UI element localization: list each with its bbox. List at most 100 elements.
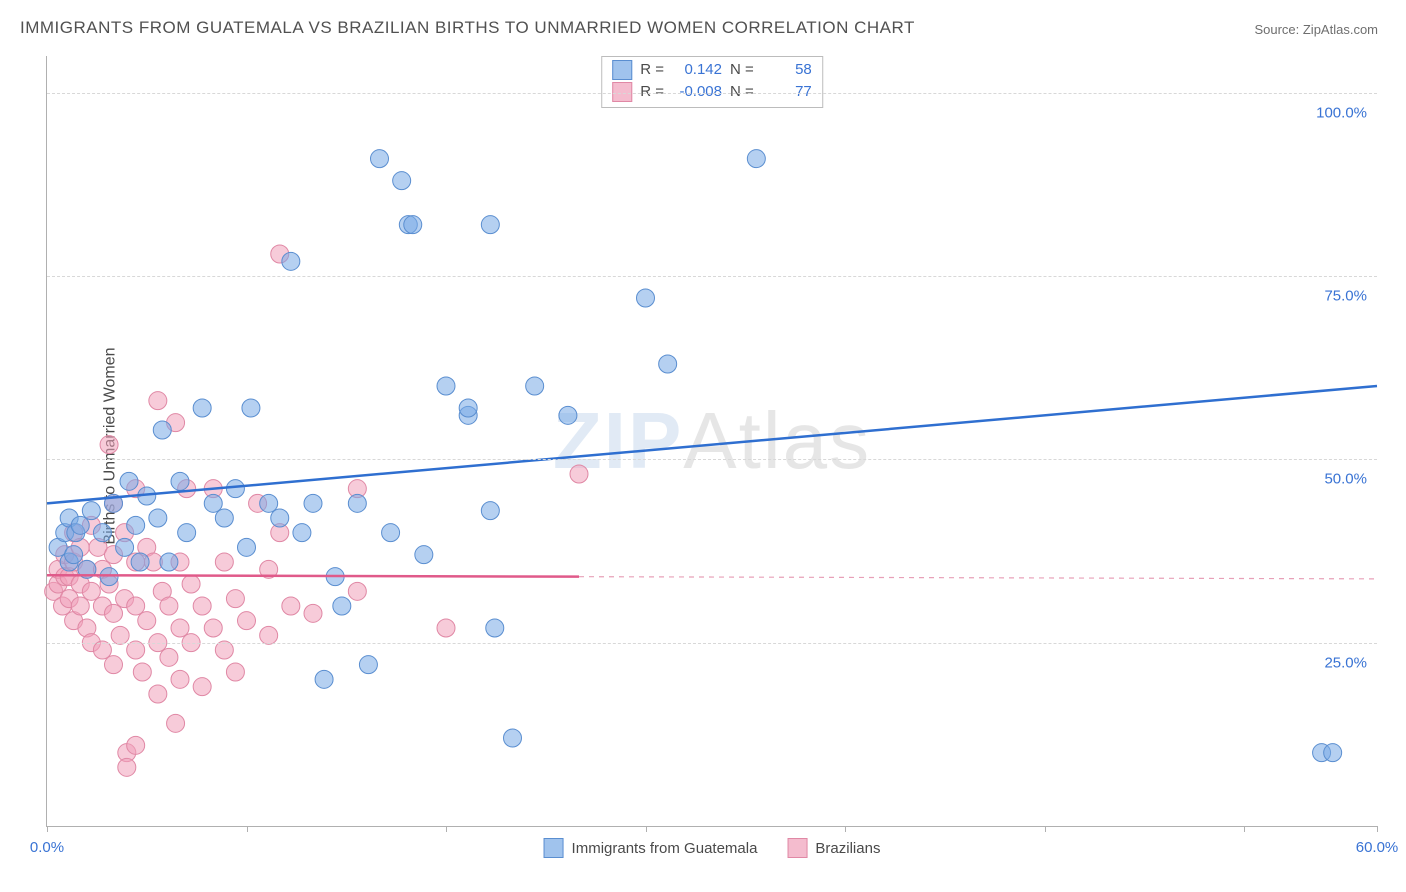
swatch-blue-icon — [612, 60, 632, 80]
x-tick-label: 60.0% — [1356, 839, 1399, 856]
x-tick-mark — [1244, 826, 1245, 832]
swatch-pink-icon — [787, 838, 807, 858]
point-blue — [637, 289, 655, 307]
point-blue — [131, 553, 149, 571]
point-blue — [293, 524, 311, 542]
point-pink — [570, 465, 588, 483]
point-blue — [404, 216, 422, 234]
point-pink — [138, 612, 156, 630]
point-blue — [238, 538, 256, 556]
gridline — [47, 93, 1377, 94]
point-pink — [238, 612, 256, 630]
source-label: Source: ZipAtlas.com — [1254, 22, 1378, 37]
trendline-pink-dashed — [579, 577, 1377, 579]
point-pink — [127, 736, 145, 754]
plot-area: ZIPAtlas R = 0.142 N = 58 R = -0.008 N =… — [46, 56, 1377, 827]
point-blue — [526, 377, 544, 395]
point-pink — [226, 663, 244, 681]
point-pink — [133, 663, 151, 681]
point-blue — [65, 546, 83, 564]
point-blue — [382, 524, 400, 542]
point-blue — [215, 509, 233, 527]
point-blue — [193, 399, 211, 417]
point-pink — [149, 685, 167, 703]
point-blue — [120, 472, 138, 490]
point-blue — [71, 516, 89, 534]
point-pink — [182, 575, 200, 593]
point-pink — [160, 597, 178, 615]
point-pink — [105, 604, 123, 622]
point-blue — [116, 538, 134, 556]
trendline-pink-solid — [47, 575, 579, 576]
point-pink — [127, 641, 145, 659]
y-tick-label: 75.0% — [1324, 288, 1367, 305]
point-blue — [171, 472, 189, 490]
n-value-blue: 58 — [762, 59, 812, 81]
point-blue — [282, 252, 300, 270]
gridline — [47, 459, 1377, 460]
legend-item-pink: Brazilians — [787, 838, 880, 858]
x-tick-mark — [1045, 826, 1046, 832]
x-tick-label: 0.0% — [30, 839, 64, 856]
point-blue — [93, 524, 111, 542]
chart-svg — [47, 56, 1377, 826]
point-blue — [333, 597, 351, 615]
gridline — [47, 643, 1377, 644]
point-blue — [160, 553, 178, 571]
x-tick-mark — [845, 826, 846, 832]
point-blue — [747, 150, 765, 168]
point-pink — [160, 648, 178, 666]
point-blue — [304, 494, 322, 512]
point-blue — [659, 355, 677, 373]
point-blue — [82, 502, 100, 520]
point-pink — [118, 758, 136, 776]
point-blue — [393, 172, 411, 190]
point-pink — [437, 619, 455, 637]
point-blue — [178, 524, 196, 542]
point-pink — [167, 714, 185, 732]
y-tick-label: 25.0% — [1324, 654, 1367, 671]
point-pink — [100, 436, 118, 454]
point-blue — [242, 399, 260, 417]
point-pink — [304, 604, 322, 622]
point-pink — [204, 619, 222, 637]
x-tick-mark — [646, 826, 647, 832]
point-pink — [71, 597, 89, 615]
point-pink — [149, 392, 167, 410]
point-pink — [171, 670, 189, 688]
point-blue — [1324, 744, 1342, 762]
point-blue — [149, 509, 167, 527]
legend-stats: R = 0.142 N = 58 R = -0.008 N = 77 — [601, 56, 823, 108]
point-blue — [100, 568, 118, 586]
point-blue — [271, 509, 289, 527]
point-pink — [171, 619, 189, 637]
r-label: R = — [640, 59, 664, 81]
legend-series: Immigrants from Guatemala Brazilians — [544, 838, 881, 858]
legend-label-blue: Immigrants from Guatemala — [572, 840, 758, 857]
point-blue — [481, 216, 499, 234]
point-blue — [226, 480, 244, 498]
point-pink — [260, 626, 278, 644]
gridline — [47, 276, 1377, 277]
point-blue — [359, 656, 377, 674]
point-pink — [215, 553, 233, 571]
r-value-blue: 0.142 — [672, 59, 722, 81]
legend-label-pink: Brazilians — [815, 840, 880, 857]
point-pink — [193, 597, 211, 615]
point-blue — [415, 546, 433, 564]
point-blue — [153, 421, 171, 439]
n-label: N = — [730, 59, 754, 81]
legend-item-blue: Immigrants from Guatemala — [544, 838, 758, 858]
point-blue — [437, 377, 455, 395]
point-blue — [504, 729, 522, 747]
y-tick-label: 50.0% — [1324, 471, 1367, 488]
point-blue — [481, 502, 499, 520]
point-pink — [127, 597, 145, 615]
point-pink — [93, 641, 111, 659]
legend-stats-row-blue: R = 0.142 N = 58 — [612, 59, 812, 81]
point-blue — [315, 670, 333, 688]
x-tick-mark — [446, 826, 447, 832]
x-tick-mark — [247, 826, 248, 832]
y-tick-label: 100.0% — [1316, 104, 1367, 121]
point-pink — [105, 656, 123, 674]
